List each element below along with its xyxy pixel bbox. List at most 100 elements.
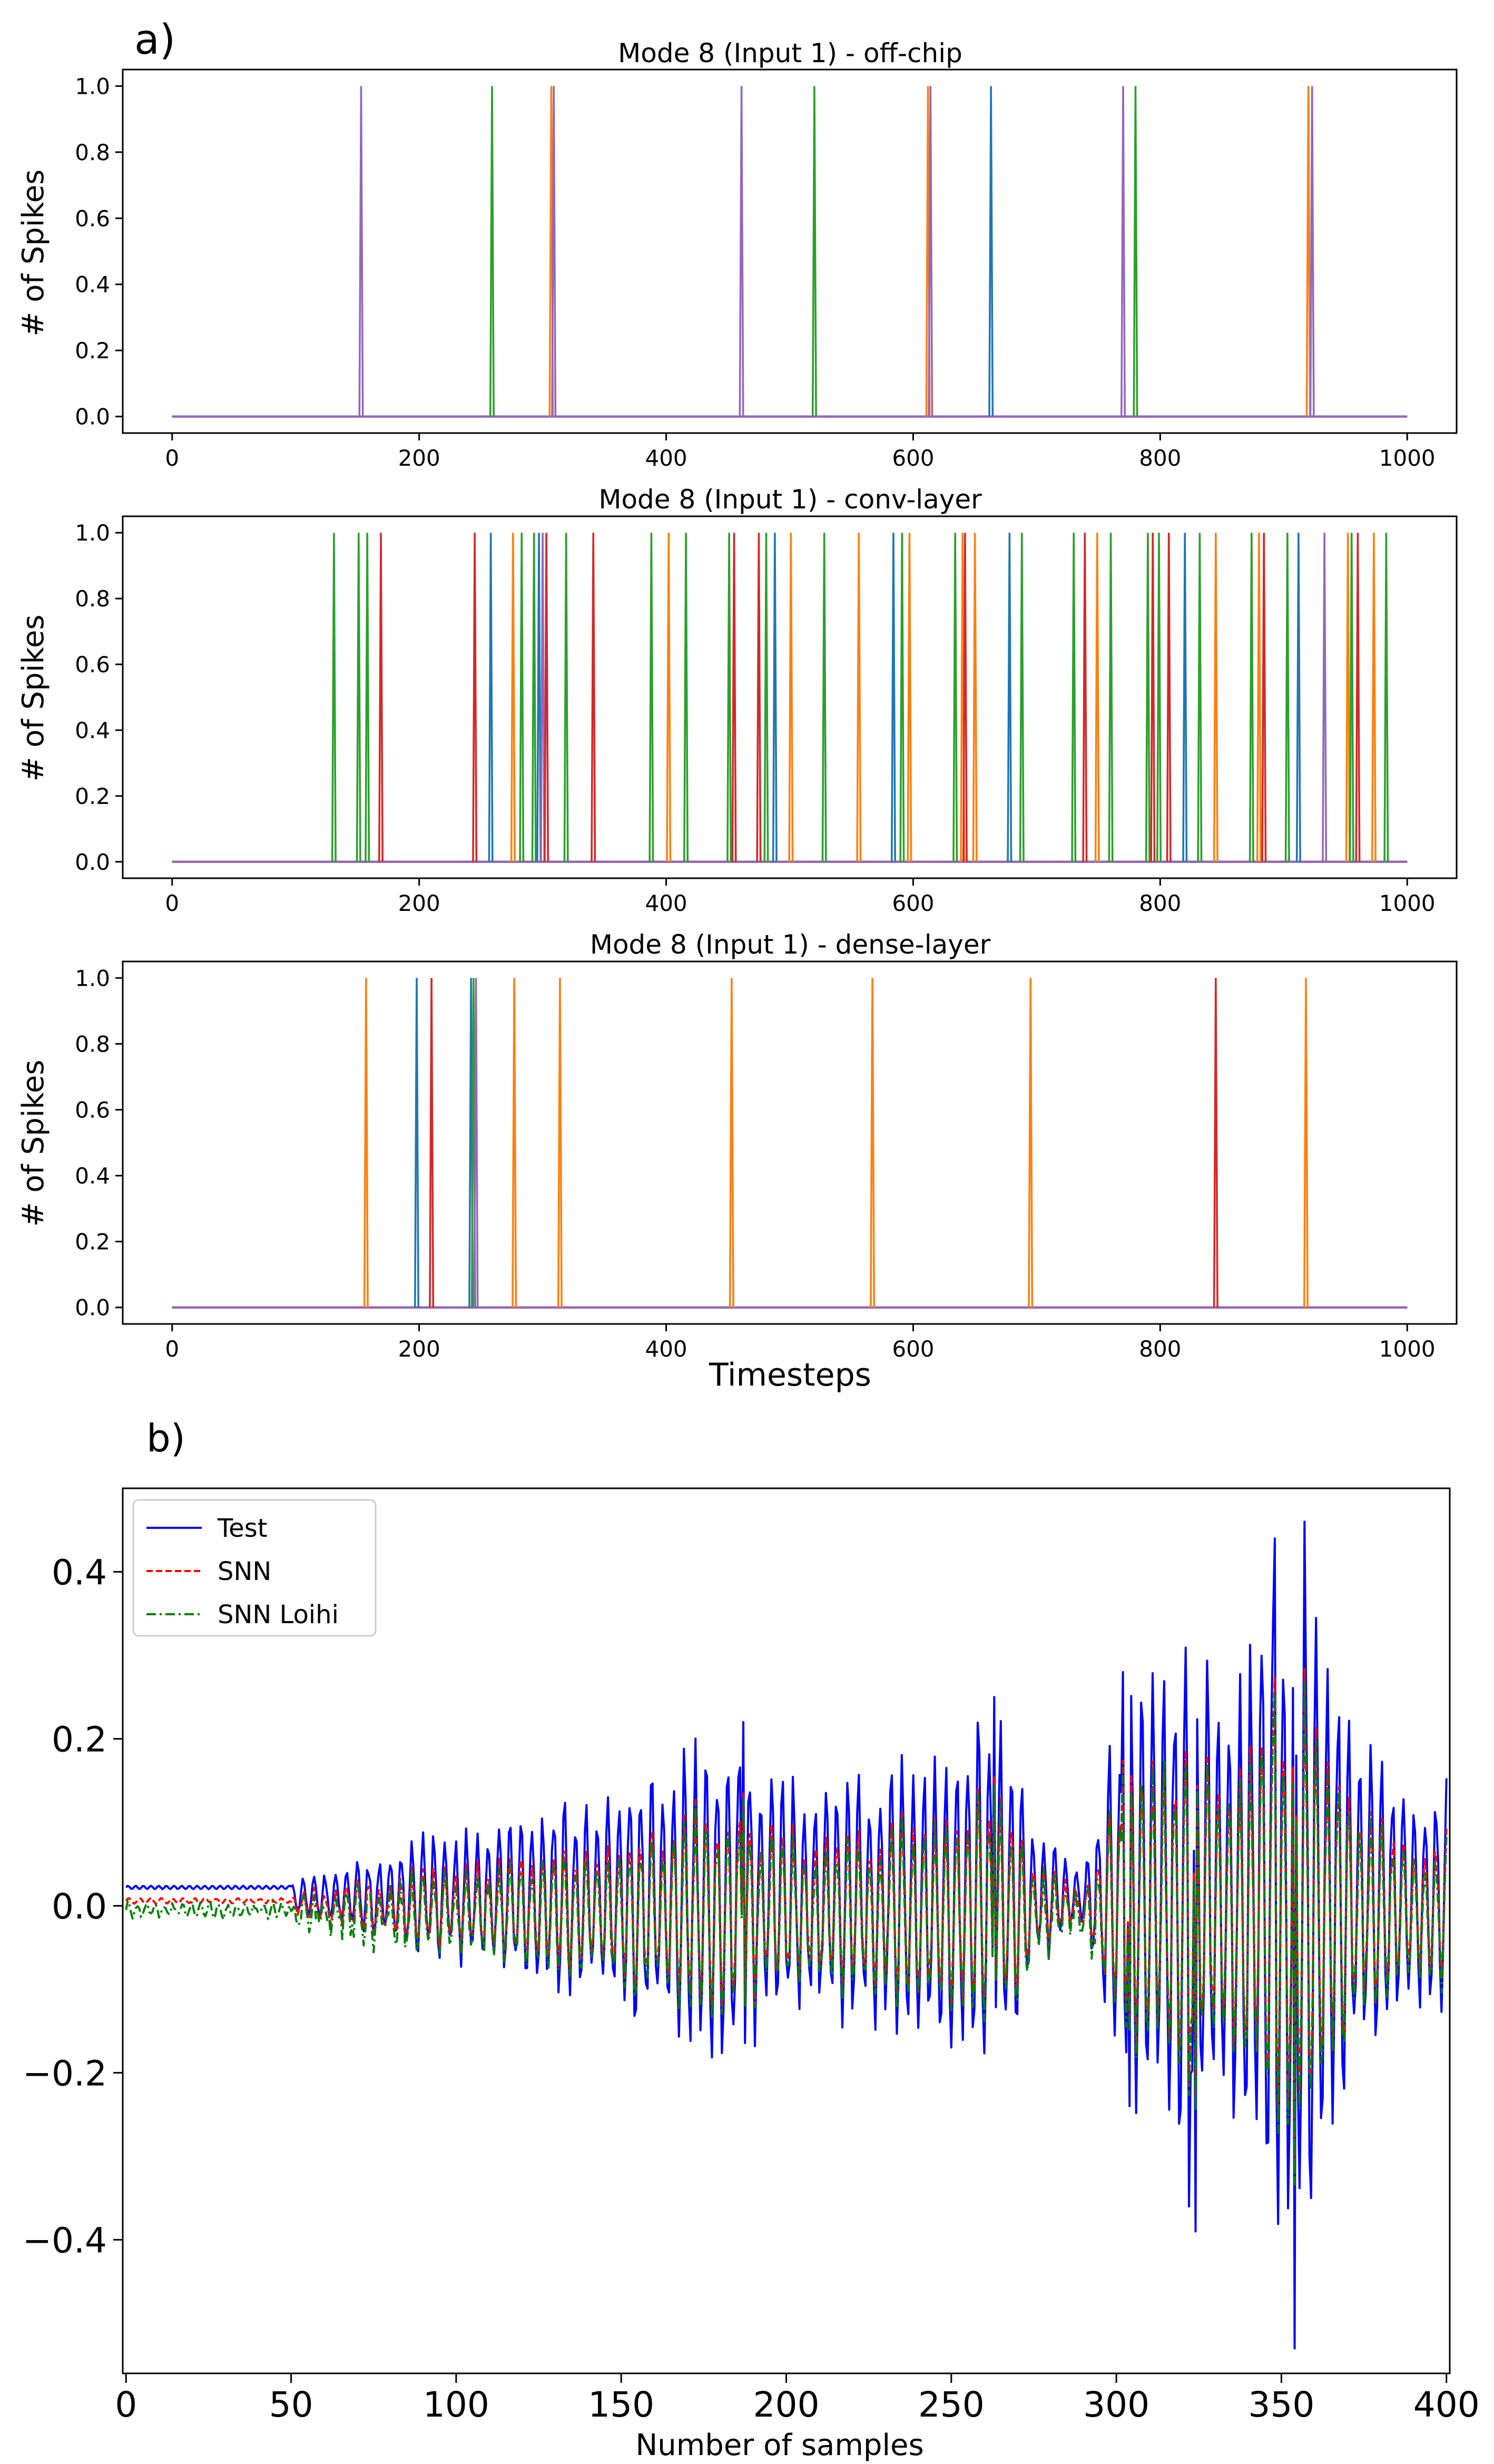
x-tick-label: 200 (398, 1336, 440, 1362)
y-tick-label: 0.0 (52, 1886, 107, 1927)
spike-t461 (739, 86, 744, 417)
spike-t730 (1071, 533, 1077, 862)
spike-t309 (551, 86, 557, 417)
spike-t488 (772, 533, 778, 862)
spike-t210 (429, 978, 435, 1308)
spike-t749 (1094, 533, 1100, 862)
spike-t341 (591, 533, 596, 862)
x-tick-label: 200 (398, 445, 440, 471)
chart-title-conv-layer: Mode 8 (Input 1) - conv-layer (598, 484, 982, 515)
spike-t903 (1284, 533, 1290, 862)
chart-dense-layer: Mode 8 (Input 1) - dense-layer # of Spik… (16, 929, 1458, 1393)
x-tick-label: 200 (398, 890, 440, 916)
spike-t245 (472, 533, 478, 862)
spike-t416 (683, 533, 689, 862)
legend-box (132, 1499, 377, 1637)
x-axis-label-timesteps: Timesteps (709, 1357, 871, 1393)
spike-t314 (557, 978, 563, 1308)
plot-area (172, 533, 1408, 863)
y-tick-label: 0.4 (75, 272, 110, 298)
chart-snn-comparison: b) Number of samples 0 50 100 150 200 250 300 3… (23, 1416, 1480, 2462)
spike-t933 (1322, 533, 1328, 862)
spike-t283 (519, 533, 525, 862)
x-tick-label: 800 (1139, 1336, 1181, 1362)
y-tick-label: 1.0 (75, 520, 110, 546)
spike-t475 (756, 533, 762, 862)
spike-t912 (1295, 533, 1301, 862)
spike-t501 (788, 533, 794, 862)
spike-t955 (1349, 533, 1354, 862)
y-tick-label: 0.2 (75, 783, 110, 809)
spike-t528 (821, 533, 827, 862)
spike-t597 (907, 533, 912, 862)
x-tick-label: 400 (645, 890, 687, 916)
spike-t481 (763, 533, 769, 862)
spike-t451 (726, 533, 732, 862)
y-tick-label: 0.8 (75, 1031, 110, 1057)
x-tick-label: 150 (588, 2384, 654, 2425)
legend-label-1: SNN (218, 1557, 271, 1586)
x-tick-label: 200 (753, 2384, 820, 2425)
spike-t567 (870, 978, 876, 1308)
spike-t960 (1355, 533, 1361, 862)
x-tick-label: 600 (892, 1336, 934, 1362)
x-tick-label: 0 (165, 445, 179, 471)
spike-t293 (531, 533, 537, 862)
legend: Test SNN SNN Loihi (132, 1499, 377, 1637)
y-tick-label: 0.0 (75, 849, 110, 875)
spike-t845 (1213, 978, 1218, 1308)
x-tick-label: 400 (1413, 2384, 1480, 2425)
spike-t807 (1166, 533, 1172, 862)
x-tick-label: 0 (165, 1336, 179, 1362)
y-tick-label: 0.4 (52, 1552, 107, 1593)
y-tick-label: 0.6 (75, 1097, 110, 1123)
y-tick-label: 0.0 (75, 404, 110, 430)
y-axis-label-conv-layer: # of Spikes (16, 614, 51, 781)
spike-t634 (952, 533, 958, 862)
legend-label-2: SNN Loihi (218, 1600, 339, 1629)
spike-t388 (648, 533, 654, 862)
spike-t918 (1303, 978, 1309, 1308)
y-tick-label: 0.4 (75, 718, 110, 743)
axes-frame (122, 515, 1458, 879)
spike-t770 (1120, 86, 1126, 417)
panel-label-a: a) (134, 16, 175, 64)
spike-t790 (1145, 533, 1151, 862)
chart-title-dense-layer: Mode 8 (Input 1) - dense-layer (590, 929, 991, 960)
x-tick-label: 400 (645, 445, 687, 471)
chart-conv-layer: Mode 8 (Input 1) - conv-layer # of Spike… (16, 484, 1458, 916)
spike-t794 (1150, 533, 1156, 862)
spike-t453 (729, 978, 734, 1308)
y-tick-label: 0.4 (75, 1163, 110, 1189)
spike-t584 (890, 533, 896, 862)
plot-area (172, 86, 1408, 418)
spike-t780 (1133, 86, 1138, 417)
spike-t455 (731, 533, 737, 862)
spike-t303 (544, 533, 549, 862)
spike-t845 (1213, 533, 1218, 862)
spike-t820 (1182, 533, 1188, 862)
y-tick-label: −0.2 (23, 2053, 107, 2094)
spike-t556 (856, 533, 862, 862)
legend-label-0: Test (217, 1514, 268, 1543)
y-tick-label: 0.6 (75, 205, 110, 231)
x-axis-label-samples: Number of samples (635, 2428, 923, 2462)
spike-t884 (1261, 533, 1267, 862)
chart-off-chip: a) Mode 8 (Input 1) - off-chip # of Spik… (16, 16, 1458, 471)
spike-t158 (365, 533, 370, 862)
y-tick-label: 0.2 (75, 338, 110, 364)
y-tick-label: 1.0 (75, 965, 110, 991)
spike-t663 (988, 86, 994, 417)
spike-t923 (1309, 86, 1315, 417)
y-tick-label: 0.2 (52, 1719, 107, 1760)
plot-area (172, 978, 1408, 1309)
spike-t695 (1028, 978, 1034, 1308)
spike-t678 (1007, 533, 1013, 862)
x-tick-label: 400 (645, 1336, 687, 1362)
spike-t520 (811, 86, 817, 417)
spike-t246 (473, 978, 479, 1308)
x-tick-label: 1000 (1379, 445, 1436, 471)
x-tick-label: 350 (1248, 2384, 1314, 2425)
y-tick-label: 0.2 (75, 1229, 110, 1255)
